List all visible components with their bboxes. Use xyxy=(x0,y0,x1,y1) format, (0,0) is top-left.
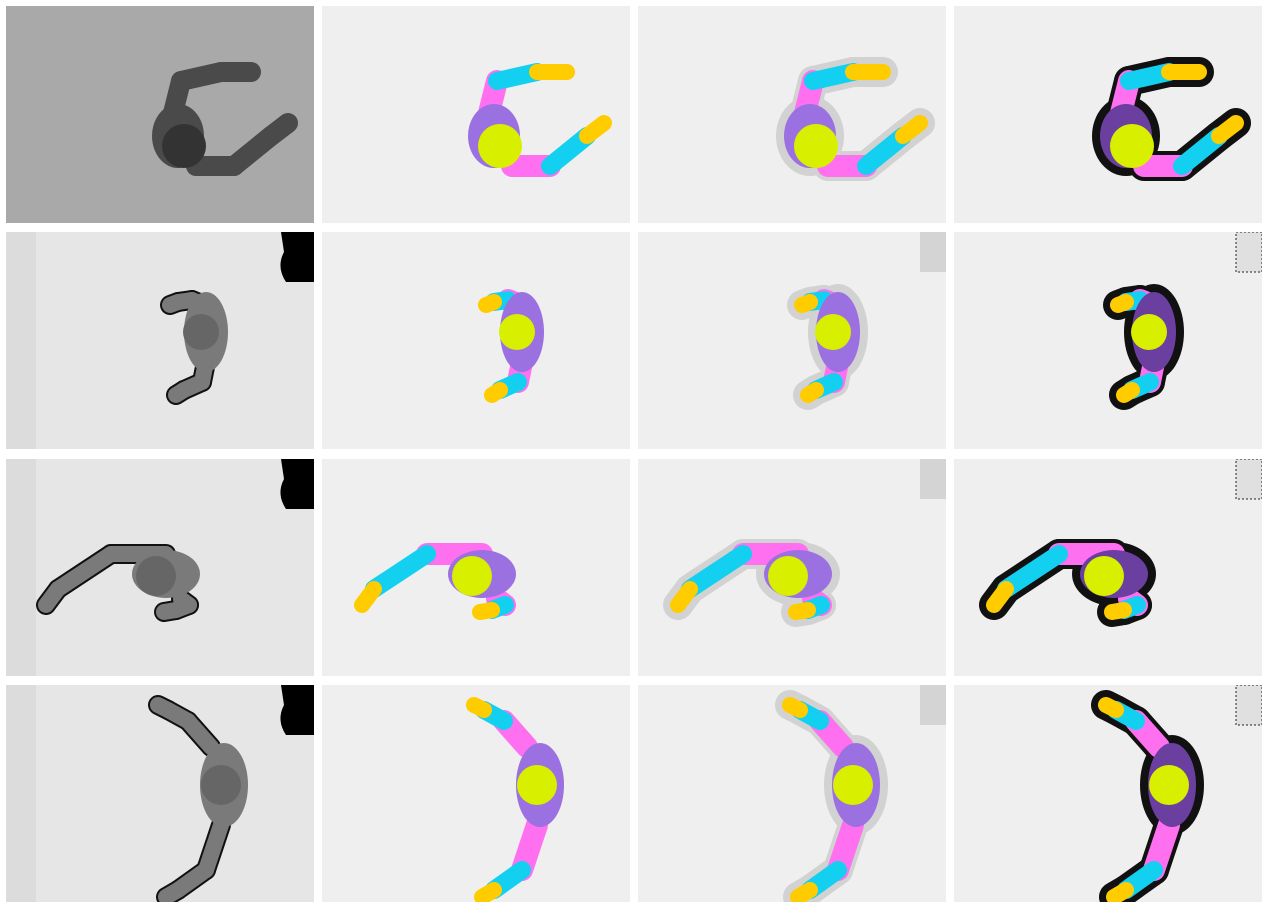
image-panel xyxy=(6,6,314,223)
depth-band xyxy=(6,685,36,902)
head xyxy=(517,765,557,805)
image-panel xyxy=(322,232,630,449)
body-part xyxy=(796,610,808,612)
head xyxy=(183,314,219,350)
image-panel xyxy=(638,6,946,223)
head xyxy=(136,556,176,596)
image-panel xyxy=(638,459,946,676)
limb xyxy=(176,390,184,395)
body-part xyxy=(1118,302,1126,305)
image-panel xyxy=(638,685,946,902)
body-part xyxy=(1106,705,1116,710)
head xyxy=(1131,314,1167,350)
image-panel xyxy=(322,685,630,902)
image-panel xyxy=(6,232,314,449)
limb xyxy=(166,890,178,897)
body-part xyxy=(802,302,810,305)
body-part xyxy=(1112,610,1124,612)
head xyxy=(162,124,206,168)
limb xyxy=(164,610,176,612)
head xyxy=(815,314,851,350)
image-panel xyxy=(954,459,1262,676)
body-part xyxy=(492,390,500,395)
head xyxy=(794,124,838,168)
image-panel xyxy=(954,685,1262,902)
limb xyxy=(46,589,58,605)
limb xyxy=(158,705,168,710)
head xyxy=(768,556,808,596)
head xyxy=(478,124,522,168)
figure: (() => { JSON.parse(document.getElementB… xyxy=(0,0,1263,904)
body-part xyxy=(1124,390,1132,395)
background xyxy=(954,232,1262,449)
head xyxy=(1149,765,1189,805)
image-panel xyxy=(6,459,314,676)
head xyxy=(1110,124,1154,168)
depth-hole xyxy=(280,459,314,509)
body-part xyxy=(486,302,494,305)
body-part xyxy=(790,705,800,710)
background-blob xyxy=(920,685,946,725)
head xyxy=(1084,556,1124,596)
background-blob xyxy=(920,459,946,499)
body-part xyxy=(1219,123,1236,136)
image-panel xyxy=(322,459,630,676)
body-part xyxy=(678,589,690,605)
image-panel xyxy=(638,232,946,449)
background-blob xyxy=(1236,232,1262,272)
image-panel xyxy=(954,232,1262,449)
head xyxy=(452,556,492,596)
limb xyxy=(271,123,288,136)
limb xyxy=(170,302,178,305)
body-part xyxy=(480,610,492,612)
depth-band xyxy=(6,232,36,449)
image-panel xyxy=(954,6,1262,223)
background-blob xyxy=(1236,685,1262,725)
body-part xyxy=(903,123,920,136)
body-part xyxy=(362,589,374,605)
image-panel xyxy=(6,685,314,902)
body-part xyxy=(1114,890,1126,897)
body-part xyxy=(808,390,816,395)
background xyxy=(322,232,630,449)
depth-hole xyxy=(280,685,314,735)
background-blob xyxy=(920,232,946,272)
background-blob xyxy=(1236,459,1262,499)
body-part xyxy=(994,589,1006,605)
background xyxy=(6,232,314,449)
body-part xyxy=(482,890,494,897)
background xyxy=(322,685,630,902)
body-part xyxy=(798,890,810,897)
background xyxy=(638,232,946,449)
head xyxy=(833,765,873,805)
head xyxy=(499,314,535,350)
body-part xyxy=(474,705,484,710)
image-panel xyxy=(322,6,630,223)
head xyxy=(201,765,241,805)
background xyxy=(6,685,314,902)
depth-hole xyxy=(280,232,314,282)
body-part xyxy=(587,123,604,136)
depth-band xyxy=(6,459,36,676)
